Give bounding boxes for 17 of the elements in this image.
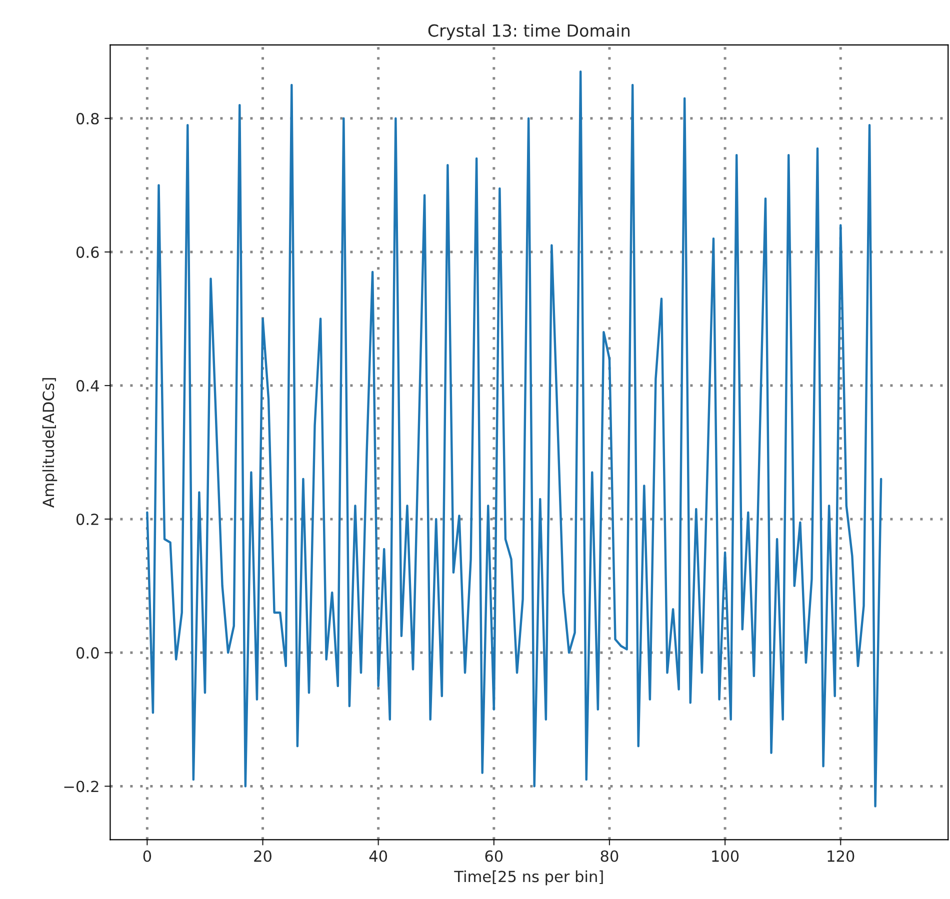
y-axis-title: Amplitude[ADCs] — [42, 378, 58, 508]
x-tick-label: 60 — [485, 850, 503, 862]
x-tick-label: 80 — [600, 850, 618, 862]
y-tick-label: 0.2 — [76, 514, 98, 526]
x-tick-label: 0 — [143, 850, 152, 862]
y-tick-label: 0.6 — [76, 246, 99, 258]
line-series — [146, 70, 882, 808]
y-tick-label: −0.2 — [64, 780, 98, 792]
chart-title: Crystal 13: time Domain — [428, 24, 630, 40]
x-tick-label: 40 — [369, 850, 388, 862]
y-tick-label: 0.8 — [76, 112, 99, 124]
x-tick-label: 100 — [712, 850, 739, 862]
y-tick-label: 0.4 — [76, 380, 99, 392]
x-tick-label: 20 — [254, 850, 272, 862]
y-tick-label: 0.0 — [76, 647, 99, 659]
x-axis-title: Time[25 ns per bin] — [454, 870, 603, 886]
x-tick-label: 120 — [828, 850, 854, 862]
